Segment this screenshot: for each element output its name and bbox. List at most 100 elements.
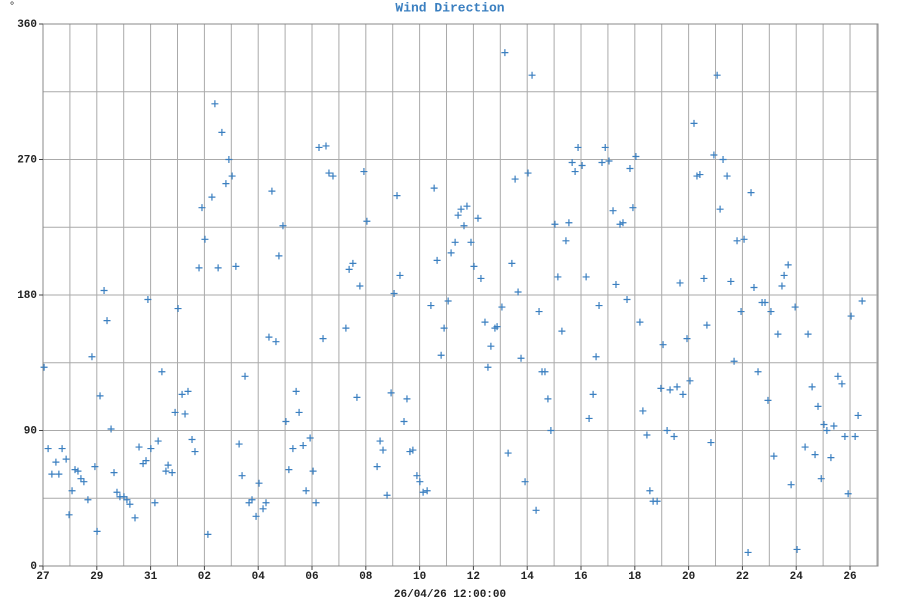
data-point (834, 372, 842, 380)
data-point (268, 187, 276, 195)
data-point (427, 302, 435, 310)
data-point (406, 448, 414, 456)
data-point (764, 396, 772, 404)
data-point (403, 395, 411, 403)
data-point (195, 264, 203, 272)
data-point (360, 168, 368, 176)
data-point (68, 487, 76, 495)
data-point (91, 463, 99, 471)
data-point (733, 237, 741, 245)
data-point (319, 335, 327, 343)
y-tick-label: 270 (17, 154, 37, 166)
x-tick-label: 02 (198, 571, 211, 583)
x-tick-label: 12 (467, 571, 480, 583)
data-point (693, 172, 701, 180)
data-point (565, 219, 573, 227)
data-point (767, 308, 775, 316)
data-point (373, 463, 381, 471)
data-point (454, 211, 462, 219)
data-point (562, 237, 570, 245)
data-point (854, 411, 862, 419)
data-point (700, 274, 708, 282)
data-point (696, 171, 704, 179)
data-point (727, 277, 735, 285)
data-point (484, 363, 492, 371)
data-point (659, 341, 667, 349)
data-point (747, 189, 755, 197)
data-point (292, 387, 300, 395)
data-point (100, 286, 108, 294)
data-point (77, 475, 85, 483)
data-point (683, 335, 691, 343)
data-point (107, 425, 115, 433)
data-point (784, 261, 792, 269)
data-point (511, 175, 519, 183)
data-point (744, 548, 752, 556)
data-point (178, 390, 186, 398)
data-point (626, 165, 634, 173)
data-point (619, 219, 627, 227)
data-point (778, 282, 786, 290)
chart-title: Wind Direction (395, 0, 504, 15)
data-point (558, 327, 566, 335)
y-tick-label: 90 (24, 425, 37, 437)
x-tick-label: 14 (521, 571, 535, 583)
data-point (601, 143, 609, 151)
data-point (282, 417, 290, 425)
data-point (218, 128, 226, 136)
data-point (571, 168, 579, 176)
data-point (801, 443, 809, 451)
data-point (171, 408, 179, 416)
x-tick-label: 27 (36, 571, 49, 583)
y-axis-label: ° (9, 1, 16, 13)
data-point (164, 461, 172, 469)
data-point (58, 445, 66, 453)
data-point (315, 143, 323, 151)
data-point (349, 259, 357, 267)
data-point (504, 449, 512, 457)
data-point (535, 308, 543, 316)
data-point (636, 318, 644, 326)
data-point (232, 262, 240, 270)
x-axis-label: 26/04/26 12:00:00 (394, 589, 506, 600)
data-point (481, 318, 489, 326)
data-point (259, 505, 267, 513)
data-point (814, 402, 822, 410)
data-point (285, 466, 293, 474)
data-point (544, 395, 552, 403)
data-point (309, 467, 317, 475)
data-point (390, 289, 398, 297)
data-point (710, 151, 718, 159)
data-point (612, 280, 620, 288)
data-point (437, 351, 445, 359)
data-point (623, 296, 631, 304)
data-point (235, 440, 243, 448)
data-point (487, 342, 495, 350)
data-point (393, 192, 401, 200)
data-point (262, 499, 270, 507)
data-point (521, 478, 529, 486)
data-point (255, 479, 263, 487)
data-point (477, 274, 485, 282)
data-point (416, 478, 424, 486)
data-point (289, 445, 297, 453)
data-point (88, 353, 96, 361)
data-point (541, 368, 549, 376)
data-point (198, 204, 206, 212)
data-point (841, 433, 849, 441)
data-point (363, 217, 371, 225)
data-point (501, 49, 509, 57)
data-point (279, 222, 287, 230)
data-point (817, 475, 825, 483)
data-point (201, 235, 209, 243)
data-point (306, 434, 314, 442)
data-point (299, 442, 307, 450)
y-tick-label: 360 (17, 19, 37, 31)
data-point (703, 321, 711, 329)
data-point (120, 493, 128, 501)
data-point (707, 439, 715, 447)
data-point (440, 324, 448, 332)
data-point (780, 271, 788, 279)
